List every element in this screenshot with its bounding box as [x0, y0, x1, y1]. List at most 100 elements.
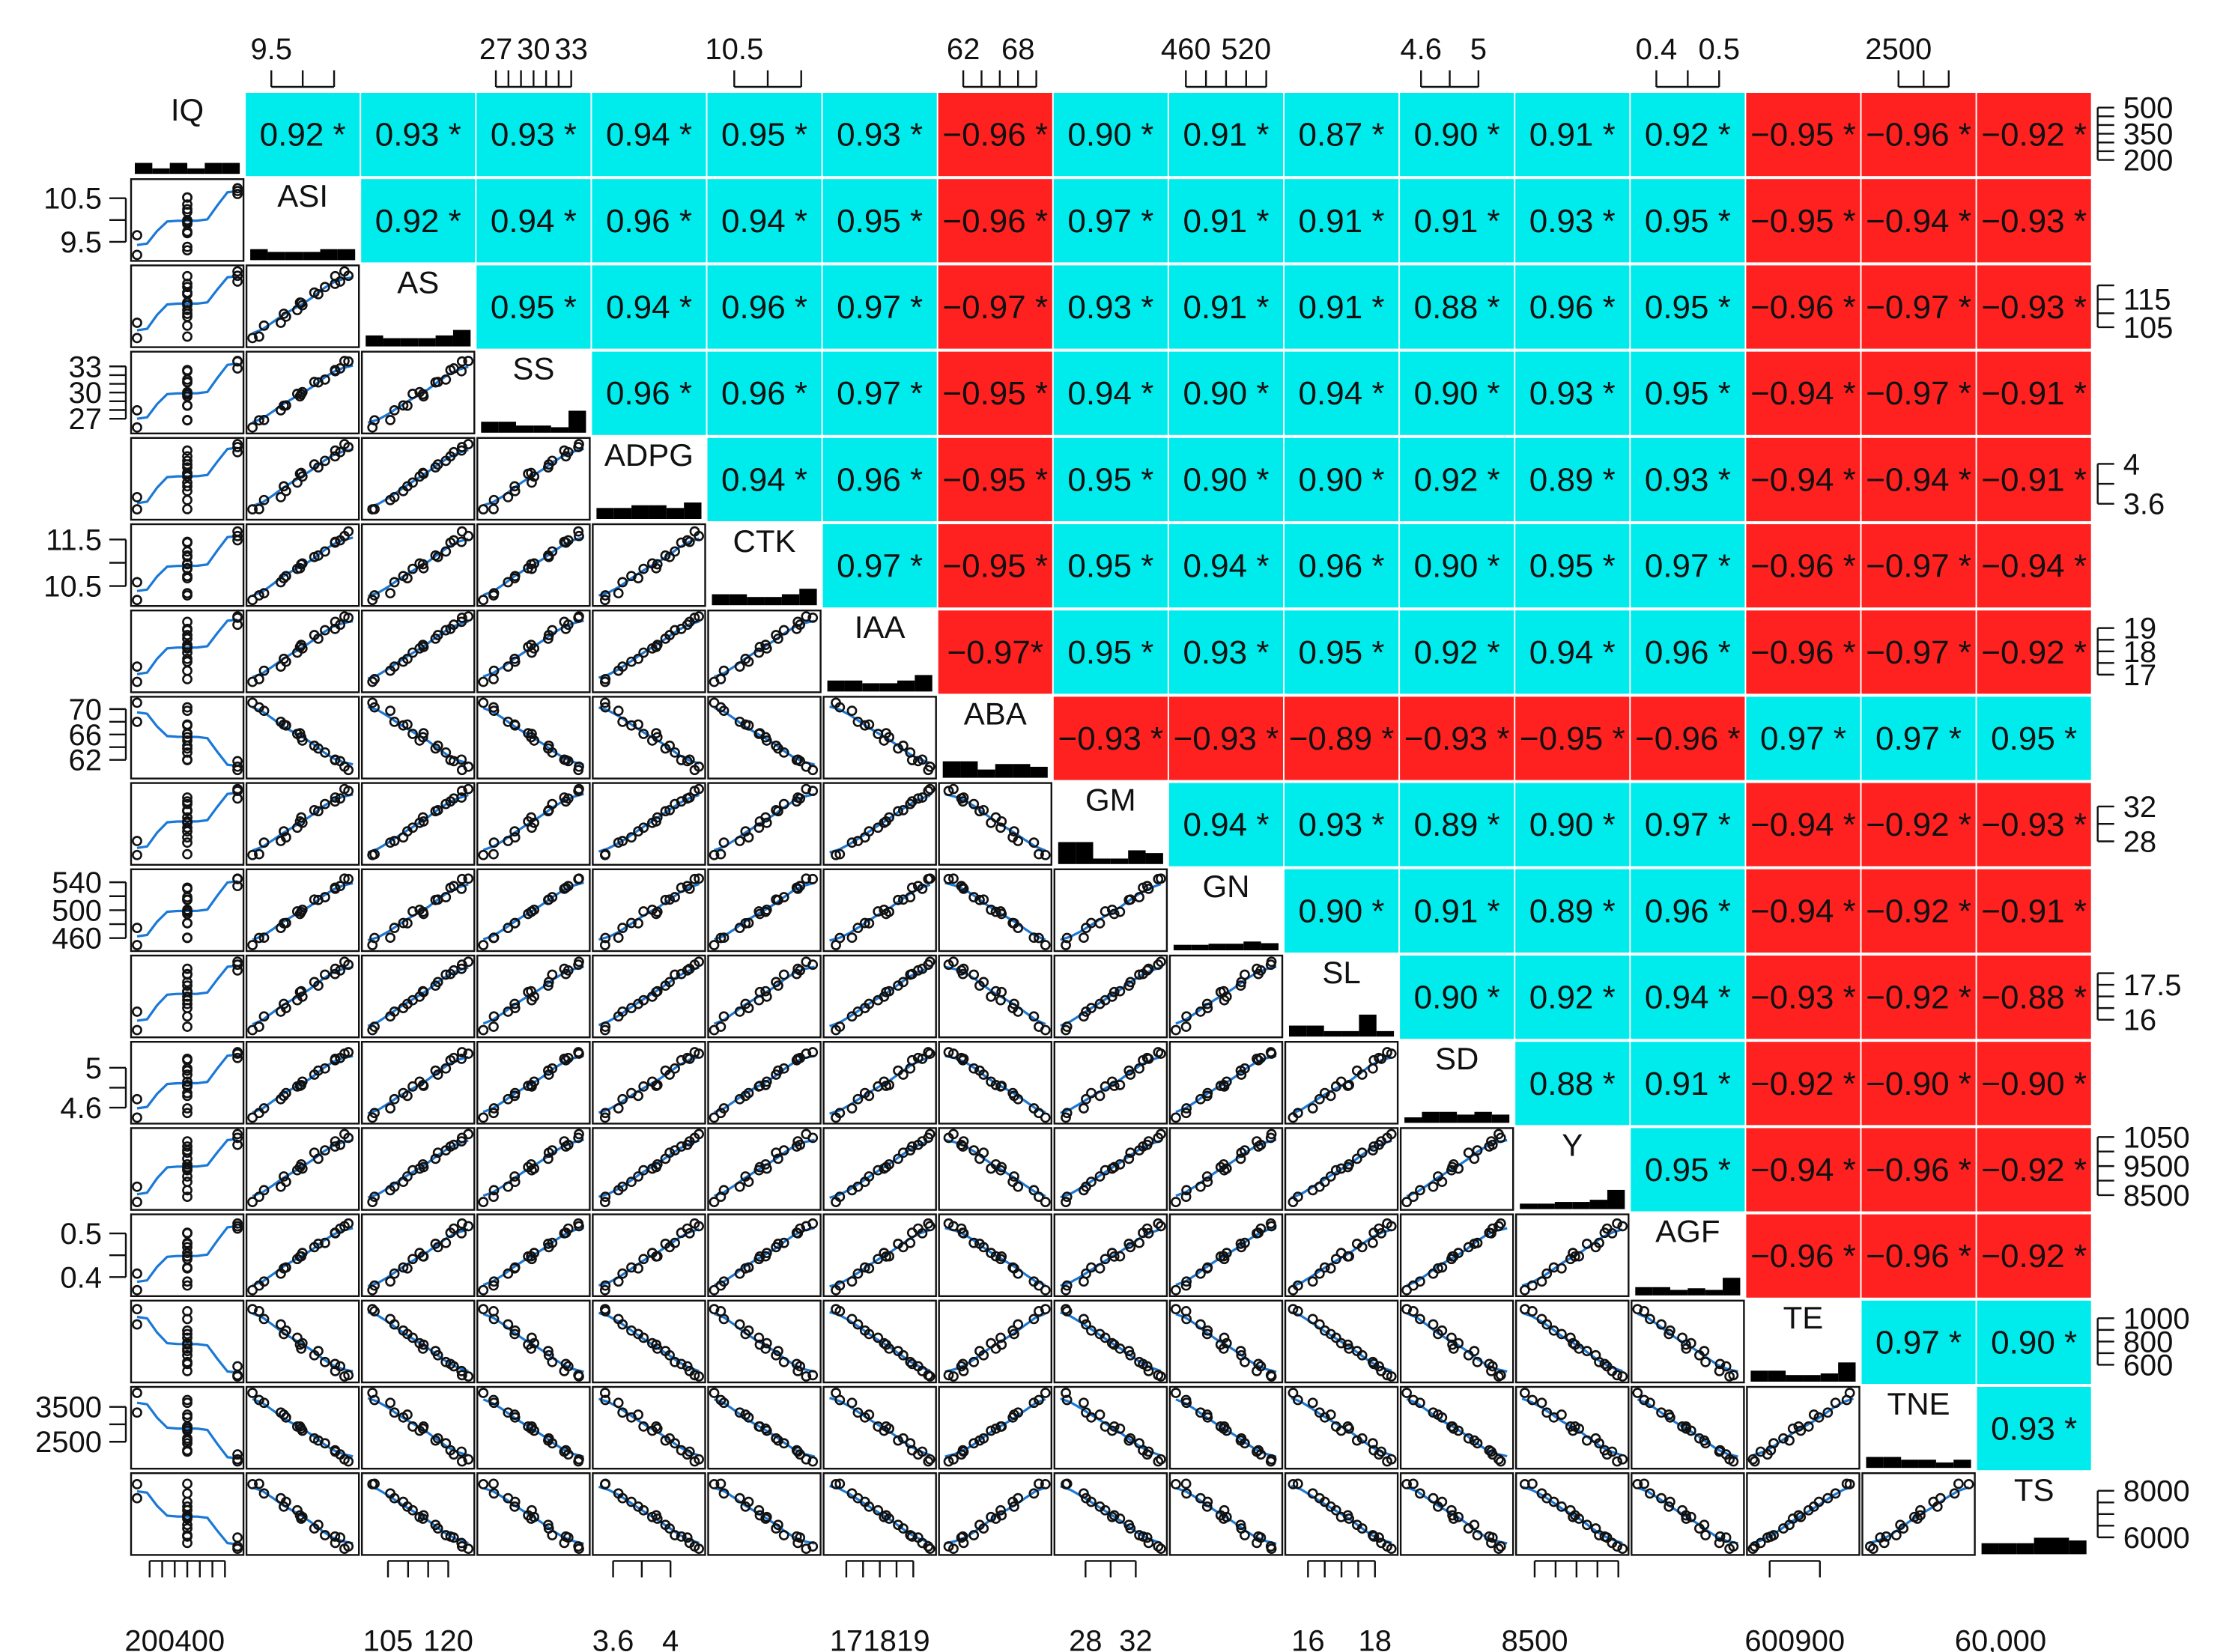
scatter-point	[132, 230, 142, 241]
hist-bar-Y-5	[1607, 1189, 1625, 1209]
scatter-point	[1239, 969, 1250, 980]
scatter-point	[562, 1052, 574, 1063]
scatter-point	[948, 1048, 959, 1059]
corr-cell-ADPG-Y	[1515, 437, 1630, 521]
scatter-point	[330, 536, 341, 547]
scatter-point	[478, 1284, 489, 1296]
scatter-point	[1448, 1423, 1459, 1434]
bottom-tick-label: 16	[1291, 1624, 1325, 1652]
scatter-point	[182, 623, 192, 634]
diag-label-SD: SD	[1435, 1041, 1479, 1076]
scatter-point	[600, 1306, 611, 1317]
scatter-point	[638, 1081, 649, 1092]
scatter-point	[182, 796, 192, 807]
scatter-point	[1034, 1478, 1044, 1489]
scatter-point	[1453, 1511, 1464, 1522]
scatter-point	[1009, 1501, 1019, 1512]
scatter-point	[247, 1304, 258, 1315]
scatter-point	[182, 630, 192, 640]
scatter-point	[1123, 1435, 1135, 1446]
scatter-point	[943, 1132, 954, 1144]
scatter-point	[761, 1163, 772, 1174]
scatter-point	[320, 282, 330, 293]
scatter-point	[573, 1132, 584, 1144]
scatter-point	[1865, 1541, 1875, 1552]
scatter-point	[943, 1541, 954, 1552]
scatter-point	[1335, 1076, 1347, 1087]
scatter-point	[1472, 1530, 1483, 1540]
scatter-point	[807, 1132, 819, 1144]
scatter-point	[1382, 1370, 1392, 1381]
corr-value-SS-Y: 0.93 *	[1529, 375, 1616, 412]
scatter-point	[320, 625, 330, 636]
scatter-point	[463, 1371, 474, 1382]
scatter-point	[906, 882, 918, 893]
corr-value-SL-TE: −0.93 *	[1750, 980, 1856, 1016]
corr-cell-IAA-GN	[1168, 610, 1283, 694]
corr-value-GM-SL: 0.93 *	[1299, 807, 1385, 843]
scatter-point	[258, 320, 270, 331]
left-tick-label: 30	[69, 377, 103, 410]
scatter-point	[182, 883, 192, 894]
scatter-point	[734, 1006, 745, 1017]
scatter-point	[709, 849, 720, 860]
scatter-point	[232, 761, 243, 772]
scatter-point	[773, 1519, 783, 1531]
scatter-point	[1612, 1370, 1622, 1381]
scatter-point	[897, 804, 909, 816]
scatter-point	[660, 1065, 671, 1076]
scatter-point	[1081, 1093, 1091, 1105]
scatter-point	[1612, 1541, 1622, 1552]
hist-bar-SS-4	[551, 427, 569, 433]
scatter-point	[834, 1478, 846, 1489]
corr-value-GN-TE: −0.94 *	[1750, 893, 1856, 929]
scatter-point	[343, 612, 354, 623]
hist-bar-CTK-5	[799, 589, 817, 606]
scatter-point	[509, 1003, 521, 1013]
corr-cell-IQ-ASI	[246, 93, 360, 177]
scatter-point	[689, 765, 700, 776]
scatter-point	[478, 940, 489, 950]
scatter-point	[682, 965, 693, 976]
scatter-point	[1694, 1433, 1705, 1444]
scatter-point	[320, 1145, 330, 1156]
corr-value-GM-TE: −0.94 *	[1750, 807, 1856, 843]
corr-value-ADPG-TS: −0.91 *	[1981, 461, 2087, 498]
right-tick-label: 500	[2123, 92, 2174, 125]
scatter-point	[1574, 1513, 1585, 1524]
hist-bar-TE-1	[1768, 1370, 1786, 1382]
hist-bar-SD-4	[1474, 1111, 1492, 1123]
scatter-point	[617, 577, 628, 588]
scatter-point	[912, 793, 924, 804]
corr-value-IQ-Y: 0.91 *	[1529, 117, 1616, 154]
scatter-point	[440, 969, 452, 980]
scatter-point	[456, 356, 467, 367]
scatter-point	[1086, 1003, 1097, 1013]
diag-label-TS: TS	[2014, 1472, 2054, 1507]
corr-value-SS-TNE: −0.97 *	[1866, 375, 1971, 412]
scatter-point	[547, 1356, 558, 1367]
scatter-point	[1664, 1412, 1675, 1423]
scatter-point	[613, 1103, 624, 1114]
scatter-point	[389, 716, 400, 727]
scatter-point	[456, 786, 467, 797]
scatter-point	[1079, 1314, 1089, 1325]
scatter-point	[1601, 1449, 1613, 1460]
scatter-point	[753, 822, 765, 833]
scatter-point	[664, 894, 675, 905]
corr-cell-IQ-TE	[1746, 93, 1860, 177]
corr-value-AGF-TE: −0.96 *	[1750, 1238, 1856, 1275]
scatter-point	[1374, 1223, 1384, 1234]
scatter-point	[1428, 1181, 1439, 1192]
scatter-point	[1330, 1332, 1341, 1343]
top-tick-label: 27	[479, 33, 513, 66]
corr-cell-SS-Y	[1515, 351, 1630, 435]
scatter-point	[330, 1531, 341, 1542]
scatter-point	[182, 743, 192, 754]
scatter-point	[407, 1332, 418, 1343]
corr-cell-ASI-SS	[476, 179, 591, 263]
scatter-point	[652, 1513, 663, 1524]
scatter-point	[638, 729, 649, 739]
scatter-point	[132, 577, 142, 588]
scatter-point	[529, 1425, 540, 1436]
